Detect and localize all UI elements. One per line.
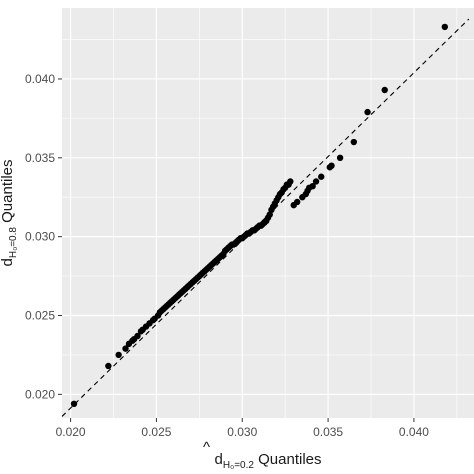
data-point — [122, 345, 129, 352]
x-tick-label: 0.020 — [56, 425, 86, 439]
data-point — [328, 162, 335, 169]
y-tick-label: 0.040 — [25, 72, 55, 86]
x-tick-label: 0.030 — [227, 425, 257, 439]
x-axis-ticks: 0.020 0.025 0.030 0.035 0.040 — [56, 418, 429, 439]
data-point — [318, 173, 325, 180]
y-axis-title-d: d — [0, 258, 16, 266]
x-tick-label: 0.040 — [399, 425, 429, 439]
y-tick-label: 0.025 — [25, 309, 55, 323]
x-tick-label: 0.025 — [141, 425, 171, 439]
data-point — [115, 351, 122, 359]
data-point — [70, 400, 78, 408]
data-points — [70, 23, 449, 408]
y-tick-label: 0.030 — [25, 230, 55, 244]
y-tick-label: 0.035 — [25, 151, 55, 165]
x-axis-title-text: Quantiles — [254, 451, 322, 468]
data-point — [364, 108, 371, 116]
x-axis-title-d: d — [214, 451, 222, 468]
y-tick-label: 0.020 — [25, 387, 55, 401]
y-axis-title: dH₀=0.8 Quantiles — [0, 159, 19, 266]
y-axis-title-sub: H₀=0.8 — [8, 227, 19, 259]
data-point — [105, 362, 112, 370]
reference-line — [61, 18, 470, 417]
y-axis-ticks: 0.020 0.025 0.030 0.035 0.040 — [25, 72, 62, 401]
x-axis-title: dH₀=0.2 Quantiles — [214, 451, 321, 471]
data-point — [336, 154, 344, 162]
x-axis-title-hat: ^ — [203, 439, 210, 456]
data-point — [312, 178, 320, 185]
data-point — [441, 23, 449, 31]
data-point — [309, 182, 316, 190]
data-point — [293, 198, 301, 206]
data-point — [287, 178, 294, 185]
data-point — [134, 332, 141, 340]
data-point — [350, 138, 358, 146]
data-point — [381, 86, 388, 94]
y-axis-title-text: Quantiles — [0, 159, 16, 227]
minor-gridlines — [62, 8, 474, 418]
x-tick-label: 0.035 — [313, 425, 343, 439]
x-axis-title-sub: H₀=0.2 — [223, 460, 255, 471]
major-gridlines — [62, 8, 474, 418]
